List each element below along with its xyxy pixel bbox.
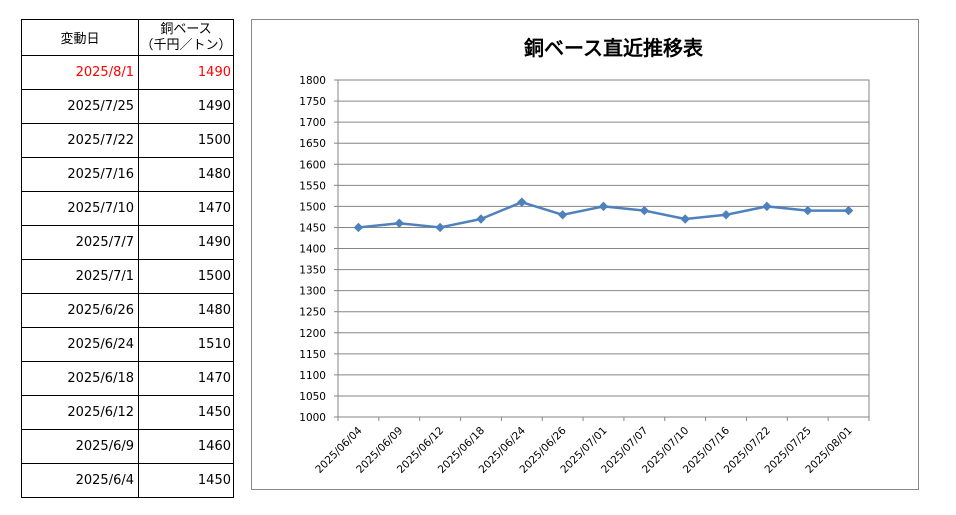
table-header-row: 変動日 銅ベース （千円／トン） <box>21 19 234 56</box>
data-point <box>843 205 854 216</box>
data-point <box>557 210 568 220</box>
row-price: 1470 <box>138 361 234 396</box>
table-row: 2025/7/1 1500 <box>21 259 234 294</box>
row-date: 2025/6/26 <box>21 293 139 328</box>
data-point <box>762 201 772 212</box>
data-point <box>353 222 364 233</box>
chart-area: 銅ベース直近推移表 1000 1050 1100 1150 1200 1250 1300 135… <box>251 19 919 490</box>
row-date: 2025/6/18 <box>21 361 139 396</box>
price-header-line2: （千円／トン） <box>140 37 232 53</box>
row-date: 2025/6/9 <box>21 429 139 464</box>
row-price: 1490 <box>138 89 234 124</box>
row-price: 1450 <box>138 463 234 498</box>
row-price: 1500 <box>138 259 234 294</box>
data-point <box>435 222 445 233</box>
row-price: 1510 <box>138 327 234 362</box>
row-date: 2025/7/7 <box>21 225 139 260</box>
table-row: 2025/7/7 1490 <box>21 225 234 260</box>
data-point <box>476 214 486 224</box>
price-header-line1: 銅ベース <box>160 21 212 37</box>
table-row: 2025/7/22 1500 <box>21 123 234 158</box>
y-tick-label: 1450 <box>299 222 326 234</box>
y-tick-label: 1300 <box>299 286 326 298</box>
y-tick-label: 1750 <box>299 96 326 108</box>
row-date: 2025/7/10 <box>21 191 139 226</box>
table-row: 2025/6/9 1460 <box>21 429 234 464</box>
row-price: 1490 <box>138 55 234 90</box>
row-price: 1480 <box>138 293 234 328</box>
data-point <box>803 205 813 216</box>
y-tick-label: 1250 <box>299 307 326 319</box>
row-date: 2025/7/25 <box>21 89 139 124</box>
y-tick-label: 1650 <box>299 138 326 150</box>
row-date: 2025/7/22 <box>21 123 139 158</box>
data-point <box>680 214 690 224</box>
price-table: 変動日 銅ベース （千円／トン） 2025/8/1 1490 2025/7/25 14… <box>21 19 234 498</box>
row-price: 1470 <box>138 191 234 226</box>
table-row: 2025/7/16 1480 <box>21 157 234 192</box>
data-point <box>639 205 650 216</box>
row-date: 2025/7/1 <box>21 259 139 294</box>
table-row: 2025/7/25 1490 <box>21 89 234 124</box>
row-price: 1490 <box>138 225 234 260</box>
row-price: 1480 <box>138 157 234 192</box>
y-tick-label: 1350 <box>299 265 326 277</box>
table-row: 2025/7/10 1470 <box>21 191 234 226</box>
y-tick-label: 1100 <box>299 370 326 382</box>
data-point <box>598 201 609 212</box>
row-date: 2025/6/12 <box>21 395 139 430</box>
data-point <box>394 218 404 228</box>
data-point <box>517 197 527 207</box>
y-tick-label: 1400 <box>299 244 326 256</box>
y-tick-label: 1150 <box>299 349 326 361</box>
y-tick-label: 1800 <box>299 75 326 87</box>
row-price: 1460 <box>138 429 234 464</box>
line-chart: 銅ベース直近推移表 1000 1050 1100 1150 1200 1250 1300 135… <box>299 36 870 476</box>
row-date: 2025/8/1 <box>21 55 139 90</box>
price-column-header: 銅ベース （千円／トン） <box>138 19 234 56</box>
plot-area-border <box>337 79 870 418</box>
table-row: 2025/6/26 1480 <box>21 293 234 328</box>
table-body: 2025/8/1 1490 2025/7/25 1490 2025/7/22 1500 20… <box>21 55 234 498</box>
y-tick-label: 1550 <box>299 180 326 192</box>
y-tick-label: 1000 <box>299 412 326 424</box>
row-date: 2025/7/16 <box>21 157 139 192</box>
table-row: 2025/6/18 1470 <box>21 361 234 396</box>
table-row: 2025/6/12 1450 <box>21 395 234 430</box>
row-date: 2025/6/24 <box>21 327 139 362</box>
y-tick-label: 1500 <box>299 201 326 213</box>
y-tick-label: 1700 <box>299 117 326 129</box>
table-row: 2025/6/4 1450 <box>21 463 234 498</box>
chart-title: 銅ベース直近推移表 <box>524 36 704 60</box>
y-tick-label: 1200 <box>299 328 326 340</box>
data-point <box>721 210 731 220</box>
table-row: 2025/8/1 1490 <box>21 55 234 90</box>
table-row: 2025/6/24 1510 <box>21 327 234 362</box>
row-date: 2025/6/4 <box>21 463 139 498</box>
y-tick-label: 1600 <box>299 159 326 171</box>
row-price: 1450 <box>138 395 234 430</box>
date-column-header: 変動日 <box>21 19 139 56</box>
y-tick-label: 1050 <box>299 391 326 403</box>
row-price: 1500 <box>138 123 234 158</box>
